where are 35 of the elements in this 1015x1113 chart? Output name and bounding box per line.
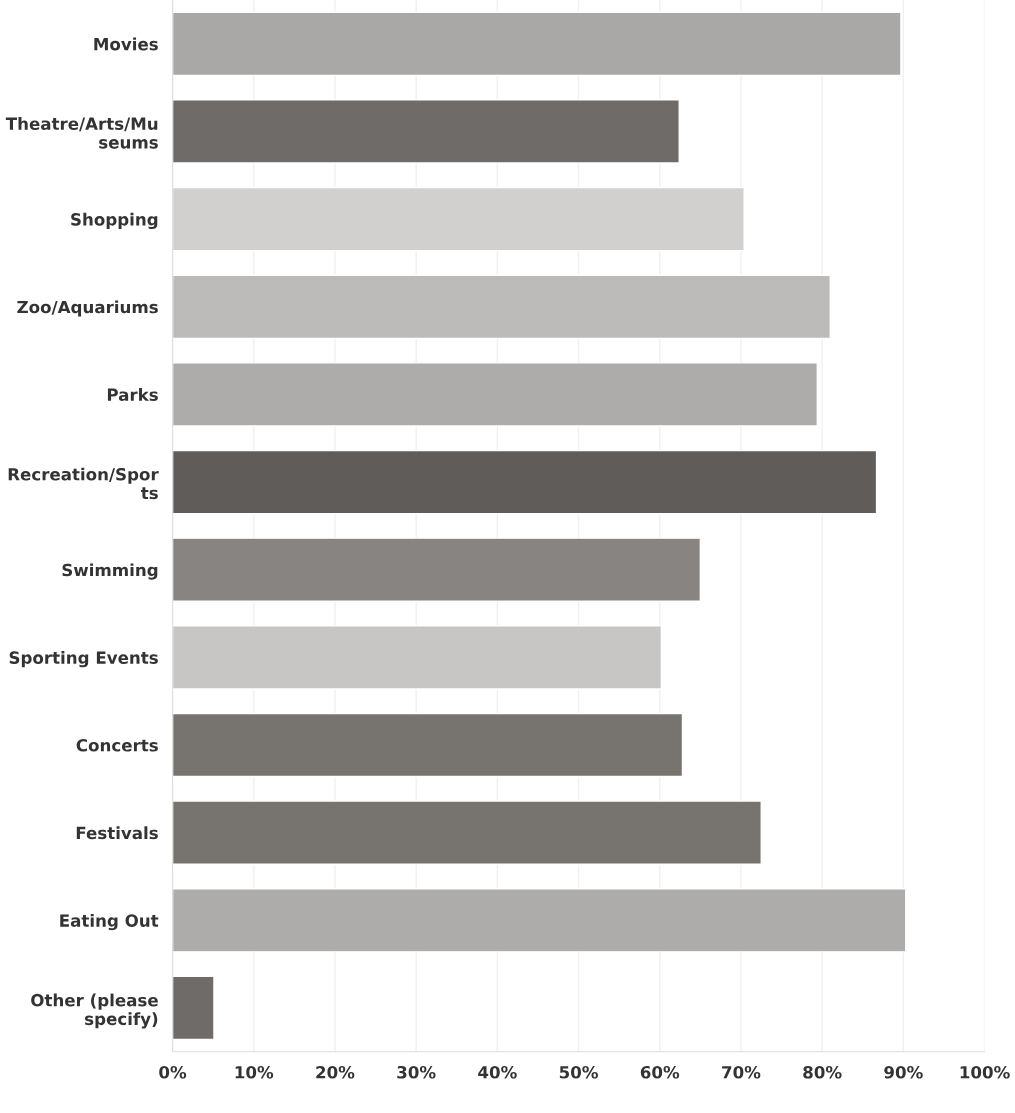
x-tick-label: 40% [478, 1065, 517, 1079]
y-tick-label: Movies [94, 37, 158, 51]
bar [172, 362, 818, 427]
x-tick-label: 10% [235, 1065, 274, 1079]
x-tick-label: 70% [722, 1065, 761, 1079]
bar [172, 625, 663, 690]
x-tick-label: 100% [960, 1065, 1010, 1079]
x-tick-label: 60% [640, 1065, 680, 1079]
y-tick-label: Zoo/Aquariums [17, 300, 158, 317]
y-tick-label: Sporting Events [9, 651, 158, 668]
bar [172, 99, 680, 164]
y-tick-label: Parks [107, 388, 158, 401]
x-tick-label: 80% [803, 1065, 842, 1079]
bar [172, 712, 684, 778]
y-tick-label: Festivals [76, 826, 158, 840]
y-tick-label: Eating Out [60, 913, 159, 931]
bar [172, 888, 907, 953]
bar [172, 11, 902, 77]
y-tick-label: Recreation/Spor ts [8, 467, 159, 500]
y-tick-label: Swimming [62, 563, 158, 580]
y-tick-label: Concerts [76, 738, 158, 752]
bar [172, 449, 878, 515]
x-tick-label: 20% [316, 1065, 355, 1079]
bar [172, 186, 745, 252]
x-tick-label: 30% [397, 1065, 436, 1079]
y-tick-label: Shopping [71, 212, 158, 230]
x-tick-label: 50% [559, 1065, 598, 1079]
y-tick-label: Theatre/Arts/Mu seums [5, 117, 158, 149]
bar [172, 975, 215, 1041]
x-tick-label: 90% [884, 1065, 923, 1079]
bar [172, 537, 702, 602]
x-tick-label: 0% [159, 1065, 187, 1079]
bar [172, 800, 762, 865]
bar [172, 274, 831, 340]
y-tick-label: Other (please specify) [31, 993, 158, 1029]
